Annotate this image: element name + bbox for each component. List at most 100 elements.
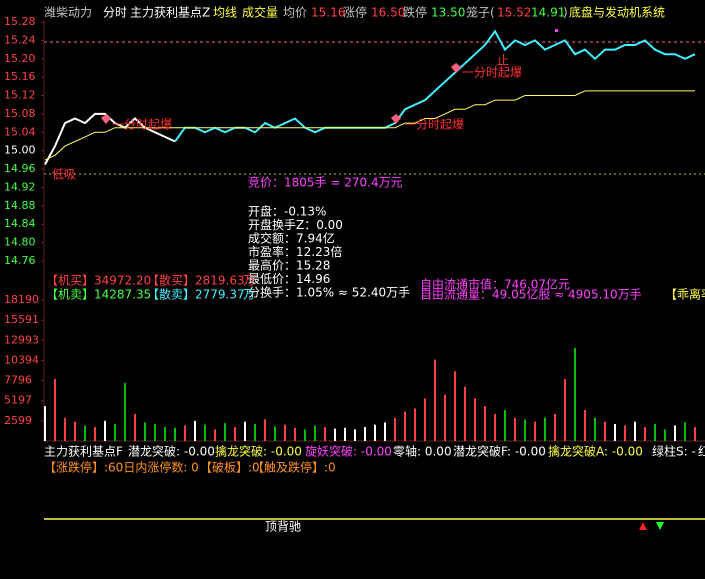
flow-value: 2819.63	[195, 274, 245, 288]
info-line: 最低价：14.96	[248, 272, 330, 286]
flow-label: 【散卖】	[147, 287, 195, 302]
flows: 【机买】 34972.20 【散买】 2819.63 万 【机卖】 14287.…	[46, 273, 705, 302]
volume-bar	[74, 421, 76, 441]
volume-bar	[184, 425, 186, 441]
up-arrow	[639, 522, 647, 530]
volume-bar	[234, 427, 236, 441]
volume-bar	[294, 427, 296, 441]
y-tick-label: 2599	[4, 414, 32, 427]
signal: 一分时起爆	[112, 118, 172, 132]
low-buy: 低吸	[52, 168, 76, 182]
signal-icon	[101, 114, 111, 124]
volume-bar	[554, 413, 556, 441]
stop: 止	[497, 54, 509, 68]
volume-bar	[214, 429, 216, 441]
price-line	[174, 29, 696, 143]
y-tick-label: 15.24	[4, 33, 36, 46]
y-tick-label: 15591	[4, 313, 39, 326]
volume-bar	[174, 427, 176, 441]
volume-bar	[64, 417, 66, 441]
volume-bar	[194, 420, 196, 441]
volume-bar	[514, 417, 516, 441]
signal-icon	[391, 114, 401, 124]
volume-bar	[594, 417, 596, 441]
y-tick-label: 15.20	[4, 52, 36, 65]
volume-bar	[344, 427, 346, 441]
y-tick-label: 7796	[4, 374, 32, 387]
indicator-item: 潜龙突破: -0.00	[128, 444, 215, 459]
volume-bar	[124, 382, 126, 441]
volume-bar	[654, 423, 656, 441]
bias: 【乖离率	[665, 287, 705, 302]
volume-label: 成交量	[242, 5, 278, 20]
bottom-label: 顶背驰	[265, 520, 301, 534]
y-tick-label: 15.12	[4, 89, 36, 102]
indicator-item: 擒龙突破A: -0.00	[548, 444, 643, 459]
indicator-item: 零轴: 0.00	[393, 444, 452, 459]
y-tick-label: 15.16	[4, 70, 36, 83]
info-line: 开盘：-0.13%	[248, 204, 326, 219]
volume-bar	[104, 420, 106, 441]
volume-bar	[154, 423, 156, 441]
volume-bar	[364, 427, 366, 441]
flow-value: 2779.37	[195, 288, 245, 302]
y-tick-label: 14.76	[4, 254, 36, 267]
flow-value: 14287.35	[94, 288, 151, 302]
volume-bar	[614, 423, 616, 441]
volume-bar	[304, 429, 306, 441]
cage-high: 15.52	[497, 6, 531, 20]
ma: 均线	[213, 6, 237, 20]
limit-row: 【涨跌停】:60日内涨停数: 0 【破板】:0【触及跌停】:0	[44, 460, 336, 475]
limit-down-label: 跌停	[403, 5, 427, 20]
volume-bar	[384, 422, 386, 441]
y-tick-label: 15.08	[4, 107, 36, 120]
cage-open: 笼子(	[466, 5, 495, 20]
y-tick-label: 15.04	[4, 125, 36, 138]
limit-item: 【涨跌停】:60日内涨停数: 0	[44, 460, 199, 475]
volume-bar	[134, 413, 136, 441]
volume-bar	[354, 429, 356, 441]
volume-bar	[284, 424, 286, 441]
indicator: 主力获利基点Z	[130, 6, 210, 20]
volume-bar	[484, 406, 486, 441]
header: 潍柴动力 分时 主力获利基点Z 均线 成交量 均价 15.16 涨停 16.50…	[44, 5, 665, 20]
flow-label: 【机买】	[46, 274, 94, 288]
y-tick-label: 14.96	[4, 162, 36, 175]
y-tick-label: 12993	[4, 333, 39, 346]
signal-icon	[451, 63, 461, 73]
volume-bar	[394, 417, 396, 441]
volume-bar	[504, 409, 506, 441]
dot	[555, 29, 558, 32]
volume-bar	[494, 413, 496, 441]
volume-bar	[244, 421, 246, 441]
limit-up: 16.50	[371, 6, 405, 20]
signal: 一分时起爆	[404, 118, 464, 132]
volume-bar	[464, 386, 466, 441]
signal: 一分时起爆	[462, 66, 522, 80]
volume-bar	[164, 427, 166, 441]
avg-label: 均价	[283, 6, 307, 20]
flow-label: 【机卖】	[46, 288, 94, 302]
volume-bar	[534, 421, 536, 441]
flow-label: 【散买】	[147, 273, 195, 288]
volume-bar	[694, 427, 696, 441]
volume-bar	[634, 421, 636, 441]
info-line: 最高价：15.28	[248, 258, 330, 273]
y-tick-label: 14.80	[4, 236, 36, 249]
flow-unit: 万	[243, 274, 255, 288]
float-cap: 自由流通市值：746.07亿元	[420, 277, 570, 292]
volume-bar	[444, 394, 446, 441]
volume-bar	[274, 426, 276, 441]
price-line	[44, 90, 695, 161]
volume-bar	[334, 428, 336, 441]
info-line: 开盘换手Z：0.00	[248, 217, 343, 232]
stock-name: 潍柴动力	[44, 6, 92, 20]
limit-up-label: 涨停	[343, 5, 367, 20]
indicator-item: 擒龙突破: -0.00	[215, 444, 302, 459]
volume-bar	[644, 427, 646, 441]
limit-down: 13.50	[431, 6, 465, 20]
volume-bar	[414, 408, 416, 441]
y-tick-label: 15.00	[4, 144, 36, 157]
limit-item: 【破板】:0	[200, 460, 260, 475]
y-tick-label: 18190	[4, 293, 39, 306]
